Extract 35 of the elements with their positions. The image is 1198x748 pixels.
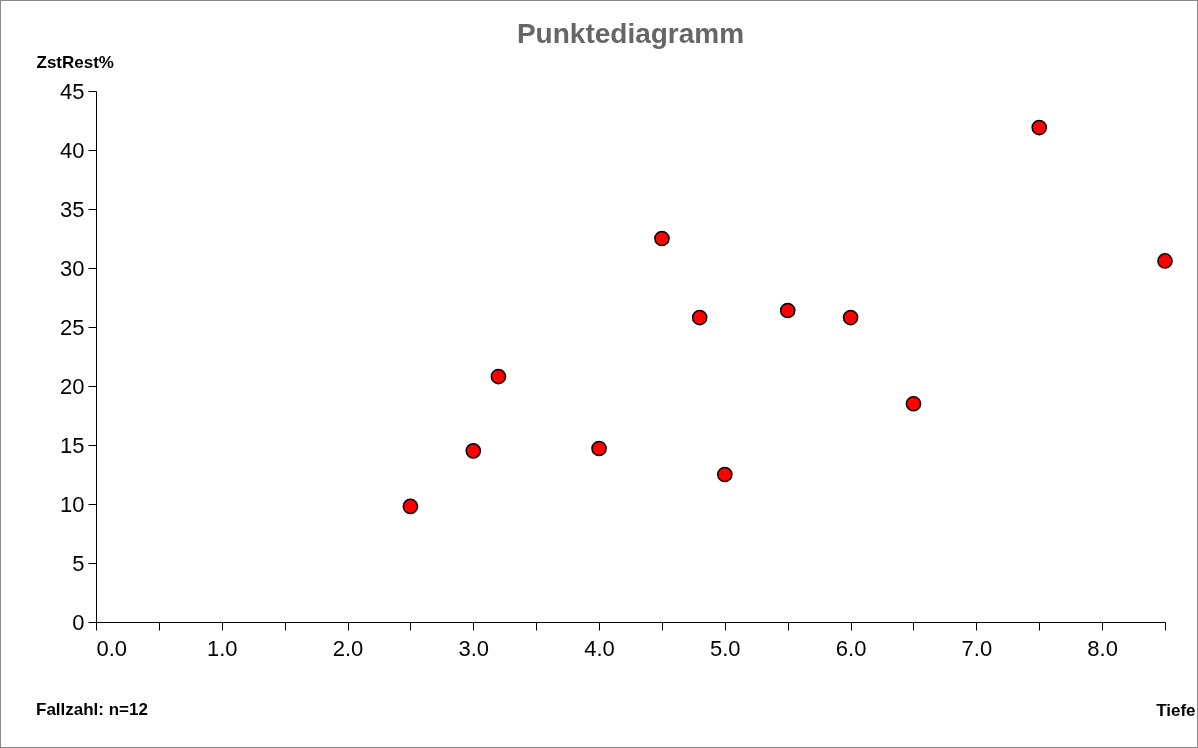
x-tick-label: 8.0 [1087,635,1118,661]
y-tick-label: 15 [60,432,85,458]
point [654,230,670,247]
point [779,302,796,319]
x-tick-label: 7.0 [961,635,993,661]
y-tick-label: 25 [60,314,85,340]
x-tick-label: 1.0 [206,635,238,661]
point [1031,119,1048,136]
x-tick-label: 3.0 [458,635,490,661]
y-tick-label: 0 [72,609,85,635]
x-tick-label: 0.0 [96,635,128,661]
point [1157,253,1173,269]
y-tick-label: 35 [60,196,85,222]
text: Fallzahl: n=12 [36,700,148,719]
point [402,498,419,515]
point [842,309,859,326]
x-tick-label: 2.0 [332,635,364,661]
x-tick-label: 5.0 [710,635,741,661]
y-tick-label: 10 [60,491,85,517]
point [691,309,708,326]
y-axis-title: ZstRest% [36,52,114,72]
chart-title: Punktediagramm [516,18,745,49]
point [490,368,507,385]
x-tick-label: 6.0 [835,635,867,661]
y-tick-label: 45 [60,78,85,104]
x-axis-title: Tiefe [1156,700,1196,720]
y-tick-label: 40 [60,137,85,163]
y-tick-label: 30 [60,255,85,281]
point [717,466,733,483]
y-tick-label: 20 [60,373,85,399]
point [591,440,607,457]
y-tick-label: 5 [72,550,85,576]
point [465,443,482,459]
x-tick-label: 4.0 [584,635,615,661]
point [905,395,922,412]
